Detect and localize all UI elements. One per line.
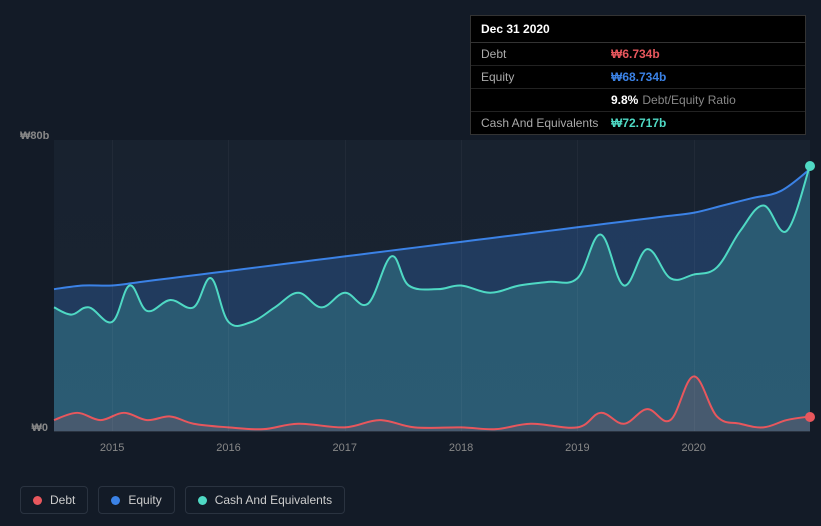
x-axis-tick: 2020 xyxy=(681,442,705,454)
chart-tooltip: Dec 31 2020 Debt₩6.734bEquity₩68.734b9.8… xyxy=(470,15,806,135)
x-axis-tick: 2016 xyxy=(216,442,240,454)
tooltip-row-label: Debt xyxy=(481,47,611,61)
legend-item-equity[interactable]: Equity xyxy=(98,486,174,514)
legend-item-cash-and-equivalents[interactable]: Cash And Equivalents xyxy=(185,486,345,514)
end-marker xyxy=(805,161,815,171)
tooltip-row-value: ₩6.734b xyxy=(611,47,660,61)
debt-equity-chart: ₩80b ₩0 2015 2016 2017 2018 2019 2020 xyxy=(20,120,810,500)
y-axis-label-max: ₩80b xyxy=(20,130,48,142)
tooltip-row-label xyxy=(481,93,611,107)
legend-dot-icon xyxy=(33,496,42,505)
tooltip-row: Debt₩6.734b xyxy=(471,43,805,66)
tooltip-row-value: 9.8%Debt/Equity Ratio xyxy=(611,93,736,107)
legend-label: Cash And Equivalents xyxy=(215,493,332,507)
x-axis-tick: 2015 xyxy=(100,442,124,454)
end-marker xyxy=(805,412,815,422)
chart-svg xyxy=(54,140,810,431)
legend-item-debt[interactable]: Debt xyxy=(20,486,88,514)
x-gridline xyxy=(112,140,113,431)
tooltip-row-label: Equity xyxy=(481,70,611,84)
legend-dot-icon xyxy=(111,496,120,505)
y-axis-label-min: ₩0 xyxy=(20,422,48,434)
x-axis-tick: 2018 xyxy=(449,442,473,454)
x-gridline xyxy=(228,140,229,431)
x-gridline xyxy=(577,140,578,431)
tooltip-date: Dec 31 2020 xyxy=(471,16,805,43)
legend-dot-icon xyxy=(198,496,207,505)
chart-legend: Debt Equity Cash And Equivalents xyxy=(20,486,345,514)
chart-plot-area[interactable] xyxy=(54,140,810,432)
tooltip-row-value: ₩68.734b xyxy=(611,70,666,84)
legend-label: Debt xyxy=(50,493,75,507)
tooltip-row: 9.8%Debt/Equity Ratio xyxy=(471,89,805,112)
x-gridline xyxy=(694,140,695,431)
x-gridline xyxy=(345,140,346,431)
tooltip-row: Equity₩68.734b xyxy=(471,66,805,89)
tooltip-row-suffix: Debt/Equity Ratio xyxy=(642,93,735,107)
legend-label: Equity xyxy=(128,493,161,507)
x-gridline xyxy=(461,140,462,431)
x-axis-tick: 2019 xyxy=(565,442,589,454)
x-axis: 2015 2016 2017 2018 2019 2020 xyxy=(54,438,810,458)
x-axis-tick: 2017 xyxy=(333,442,357,454)
